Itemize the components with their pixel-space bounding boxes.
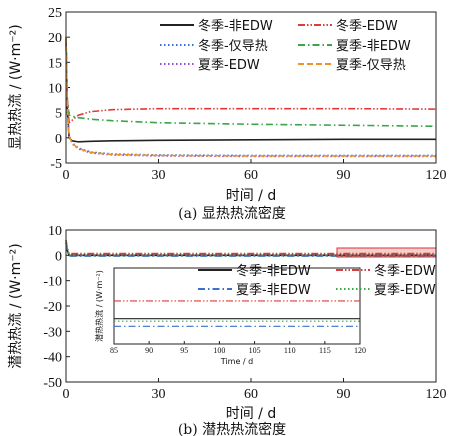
panel-a-x-tick-label: 60 — [244, 168, 258, 183]
panel-a-series-line-3 — [65, 37, 437, 128]
inset-x-tick-label: 95 — [180, 346, 188, 355]
panel-a-series-line-2 — [65, 37, 436, 157]
panel-b-legend-label: 夏季-EDW — [374, 283, 436, 298]
panel-a-x-tick-label: 90 — [337, 168, 351, 183]
panel-b-y-tick-label: 10 — [48, 224, 62, 239]
panel-a-y-tick-label: 10 — [48, 82, 62, 97]
inset-x-tick-label: 105 — [249, 346, 261, 355]
panel-b-highlight-box — [336, 247, 437, 258]
panel-a-legend-label: 冬季-仅导热 — [198, 38, 268, 54]
panel-b-latent-heat: 0 30 60 90 120 -50 -40 -30 -20 -10 0 10 85 90 95 100 10… — [8, 224, 447, 436]
inset-x-tick-label: 90 — [145, 346, 153, 355]
inset-x-tick-label: 110 — [284, 346, 296, 355]
panel-b-y-axis-label: 潜热热流 / (W·m⁻²) — [8, 243, 24, 368]
panel-a-legend-label: 夏季-非EDW — [336, 39, 411, 54]
panel-a-legend-label: 冬季-非EDW — [198, 18, 273, 34]
panel-b-legend-label: 冬季-非EDW — [236, 263, 311, 279]
panel-b-y-tick-label: -30 — [43, 325, 62, 340]
panel-a-legend-label: 夏季-仅导热 — [336, 58, 406, 73]
panel-a-x-tick-label: 0 — [63, 168, 70, 183]
panel-a-y-axis-label: 显热热流 / (W·m⁻²) — [8, 24, 24, 149]
panel-b-plot-frame — [65, 229, 437, 383]
panel-a-x-tick-label: 30 — [152, 168, 166, 183]
panel-a-caption: (a) 显热热流密度 — [178, 205, 286, 222]
inset-x-tick-label: 115 — [319, 346, 331, 355]
panel-a-y-tick-label: -5 — [50, 157, 62, 172]
panel-b-x-axis-label: 时间 / d — [226, 406, 277, 422]
panel-b-y-tick-label: -40 — [43, 351, 62, 366]
panel-b-series-line-3 — [65, 240, 436, 257]
panel-b-legend: 冬季-非EDW 冬季-EDW 夏季-非EDW 夏季-EDW — [198, 263, 436, 298]
panel-a-x-tick-label: 120 — [426, 168, 447, 183]
panel-b-x-tick-label: 120 — [426, 387, 447, 402]
panel-b-y-tick-label: 0 — [55, 249, 62, 264]
panel-a-y-tick-label: 0 — [55, 132, 62, 147]
panel-a-x-axis-label: 时间 / d — [226, 188, 277, 204]
panel-b-caption: (b) 潜热热流密度 — [178, 421, 286, 436]
panel-b-y-tick-label: -50 — [43, 376, 62, 391]
panel-a-y-tick-label: 5 — [55, 107, 62, 122]
panel-b-series-line-1 — [65, 240, 436, 255]
inset-x-tick-label: 85 — [110, 346, 118, 355]
panel-b-y-tick-label: -20 — [43, 300, 62, 315]
panel-b-inset: 85 90 95 100 105 110 115 120 Time / d 潜热热流 / (W… — [94, 267, 366, 366]
inset-x-tick-label: 120 — [354, 346, 366, 355]
inset-x-tick-label: 100 — [213, 346, 225, 355]
panel-a-plot-frame — [65, 11, 437, 164]
inset-y-axis-label: 潜热热流 / (W·m⁻²) — [94, 270, 104, 342]
panel-b-legend-label: 冬季-EDW — [374, 263, 436, 279]
panel-a-y-tick-label: 20 — [48, 31, 62, 46]
panel-b-x-tick-label: 30 — [152, 387, 166, 402]
panel-a-legend-label: 冬季-EDW — [336, 18, 398, 34]
panel-b-x-tick-label: 0 — [63, 387, 70, 402]
panel-b-x-tick-label: 90 — [337, 387, 351, 402]
inset-background — [113, 267, 361, 345]
panel-b-x-tick-label: 60 — [244, 387, 258, 402]
panel-a-y-tick-label: 15 — [48, 56, 62, 71]
panel-a-legend-label: 夏季-EDW — [198, 58, 260, 73]
panel-a-legend: 冬季-非EDW 冬季-EDW 冬季-仅导热 夏季-非EDW 夏季-EDW 夏季-仅导热 — [160, 18, 411, 73]
panel-a-series-line-5 — [65, 37, 436, 157]
panel-b-series-line-2 — [65, 242, 436, 257]
inset-x-axis-label: Time / d — [220, 357, 253, 366]
panel-b-legend-label: 夏季-非EDW — [236, 283, 311, 298]
panel-b-y-tick-label: -10 — [43, 275, 62, 290]
panel-a-y-tick-label: 25 — [48, 6, 62, 21]
